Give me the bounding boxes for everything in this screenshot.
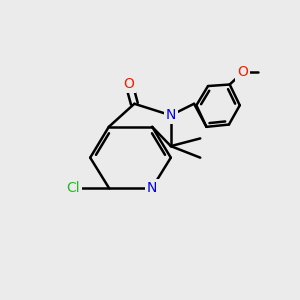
Text: N: N: [147, 181, 158, 195]
Text: O: O: [124, 77, 134, 91]
Text: N: N: [166, 108, 176, 122]
Text: Cl: Cl: [66, 181, 80, 195]
Text: O: O: [237, 65, 248, 79]
